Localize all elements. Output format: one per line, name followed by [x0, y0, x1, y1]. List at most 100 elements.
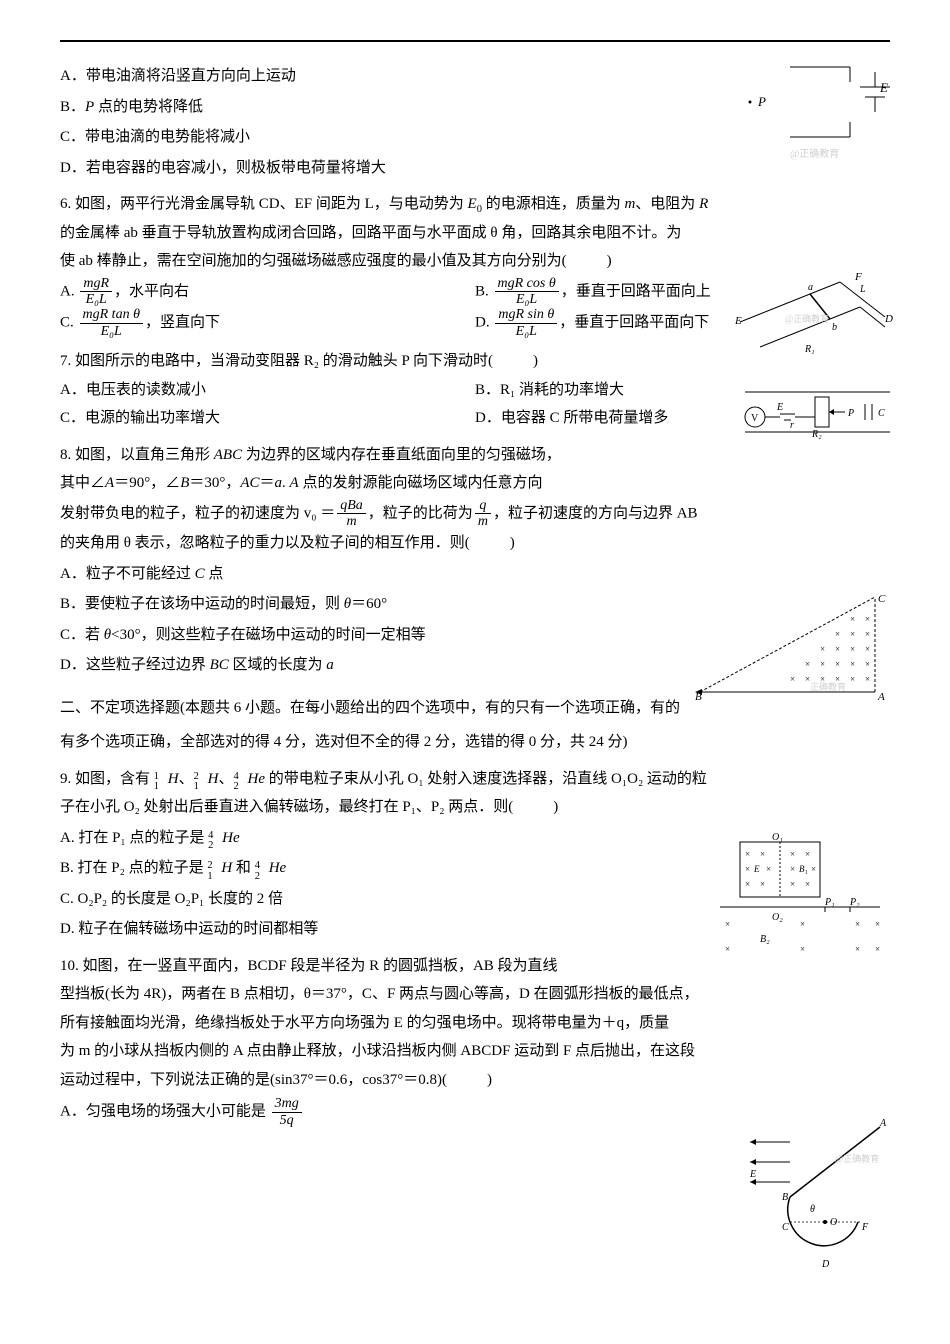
svg-text:×: × [875, 919, 880, 929]
svg-text:×: × [865, 629, 870, 639]
q10-fig-B: B [782, 1192, 788, 1203]
svg-text:×: × [800, 944, 805, 954]
q9-stem-1: 9. 如图，含有 11H、21H、42He 的带电粒子束从小孔 O₁ 处射入速度… [60, 765, 890, 794]
q9-fig-B2: B₂ [760, 934, 770, 945]
svg-text:×: × [790, 674, 795, 684]
svg-text:×: × [850, 614, 855, 624]
svg-text:×: × [855, 944, 860, 954]
q8-stem-2: 其中∠A＝90°，∠B＝30°，AC＝a. A 点的发射源能向磁场区域内任意方向 [60, 469, 890, 498]
q10-fig-A: A [879, 1118, 887, 1129]
q5-fig-E: E [879, 80, 888, 95]
svg-text:×: × [760, 849, 765, 859]
svg-text:×: × [760, 879, 765, 889]
section2-header-2: 有多个选项正确，全部选对的得 4 分，选对但不全的得 2 分，选错的得 0 分，… [60, 728, 890, 757]
q10-stem-3: 所有接触面均光滑，绝缘挡板处于水平方向场强为 E 的匀强电场中。现将带电量为＋q… [60, 1009, 890, 1038]
q8-option-a: A．粒子不可能经过 C 点 [60, 560, 890, 589]
q8-fig-C: C [878, 593, 886, 605]
watermark-q5: @正确教育 [790, 147, 839, 160]
svg-text:×: × [850, 644, 855, 654]
q8-stem-1: 8. 如图，以直角三角形 ABC 为边界的区域内存在垂直纸面向里的匀强磁场， [60, 441, 890, 470]
svg-text:×: × [835, 644, 840, 654]
q10-figure: A B C D F O E θ @正确教育 [740, 1112, 890, 1272]
svg-text:×: × [800, 919, 805, 929]
svg-text:×: × [790, 879, 795, 889]
q8-stem-3: 发射带负电的粒子，粒子的初速度为 v₀ ＝qBam，粒子的比荷为qm，粒子初速度… [60, 498, 890, 530]
q10-fig-O: O [830, 1217, 837, 1228]
svg-text:×: × [745, 849, 750, 859]
q7-fig-r: r [790, 420, 794, 431]
svg-text:×: × [805, 659, 810, 669]
svg-text:×: × [865, 614, 870, 624]
q10-stem-5: 运动过程中，下列说法正确的是(sin37°＝0.6，cos37°＝0.8)() [60, 1066, 890, 1095]
watermark-q8: 正确教育 [810, 681, 846, 692]
q6-fig-L: L [859, 284, 866, 295]
svg-text:×: × [865, 644, 870, 654]
q7-fig-P: P [847, 408, 854, 419]
q7-fig-C: C [878, 408, 885, 419]
q5-figure: P E @正确教育 [690, 52, 890, 162]
svg-text:×: × [766, 864, 771, 874]
q6-stem-1: 6. 如图，两平行光滑金属导轨 CD、EF 间距为 L，与电动势为 E0 的电源… [60, 190, 890, 219]
top-horizontal-rule [60, 40, 890, 42]
svg-text:×: × [835, 659, 840, 669]
svg-text:×: × [865, 659, 870, 669]
svg-text:×: × [745, 879, 750, 889]
svg-text:×: × [865, 674, 870, 684]
q7-fig-R2: R₂ [811, 429, 822, 440]
svg-text:×: × [850, 629, 855, 639]
q8-field-crosses: × × × × × × × × × × × × × × × × × × × × [790, 614, 870, 684]
svg-text:×: × [835, 629, 840, 639]
svg-text:×: × [811, 864, 816, 874]
svg-text:×: × [855, 919, 860, 929]
svg-text:×: × [790, 864, 795, 874]
q10-fig-E: E [749, 1169, 756, 1180]
svg-text:×: × [790, 849, 795, 859]
q6-option-c: C. mgR tan θE₀L，竖直向下 [60, 307, 475, 339]
q9-figure: O₁ ×××× ×E××B₁× ×××× O₂ P₁ P₂ × × × × × … [710, 832, 890, 962]
q9-fig-O2: O₂ [772, 912, 783, 923]
q9-stem-2: 子在小孔 O₂ 处射出后垂直进入偏转磁场，最终打在 P₁、P₂ 两点．则() [60, 793, 890, 822]
q10-fig-D: D [821, 1259, 830, 1270]
q6-fig-D: D [884, 313, 893, 325]
svg-text:×: × [805, 849, 810, 859]
q6-fig-F: F [854, 271, 862, 283]
q8-fig-A: A [877, 691, 885, 702]
watermark-q10: @正确教育 [835, 1153, 879, 1164]
q8-figure: B A C × × × × × × × × × × × × × × × × × [690, 592, 890, 702]
q6-fig-E: E [734, 315, 742, 327]
q7-figure: V E r R₂ P C [740, 382, 900, 442]
svg-text:×: × [805, 879, 810, 889]
page-content: A．带电油滴将沿竖直方向向上运动 B．P 点的电势将降低 C．带电油滴的电势能将… [60, 62, 890, 1128]
q10-stem-2: 型挡板(长为 4R)，两者在 B 点相切，θ＝37°，C、F 两点与圆心等高，D… [60, 980, 890, 1009]
q6-stem-2: 的金属棒 ab 垂直于导轨放置构成闭合回路，回路平面与水平面成 θ 角，回路其余… [60, 219, 890, 248]
q6-fig-a: a [808, 282, 813, 293]
q10-stem-4: 为 m 的小球从挡板内侧的 A 点由静止释放，小球沿挡板内侧 ABCDF 运动到… [60, 1037, 890, 1066]
q9-fig-O1: O₁ [772, 832, 783, 843]
q10-fig-theta: θ [810, 1204, 815, 1215]
q9-fig-B1: B₁ [799, 864, 808, 874]
q7-option-a: A．电压表的读数减小 [60, 376, 475, 405]
svg-text:×: × [875, 944, 880, 954]
q7-option-c: C．电源的输出功率增大 [60, 404, 475, 433]
q6-fig-b: b [832, 322, 837, 333]
watermark-q6: @正确教育 [785, 313, 829, 324]
q7-fig-E: E [776, 402, 783, 413]
svg-text:×: × [820, 644, 825, 654]
q8-stem-4: 的夹角用 θ 表示，忽略粒子的重力以及粒子间的相互作用．则() [60, 529, 890, 558]
q10-fig-C: C [782, 1222, 789, 1233]
q9-fig-P2: P₂ [849, 897, 860, 908]
q8-fig-B: B [695, 691, 702, 702]
svg-text:×: × [850, 674, 855, 684]
q6-fig-R1: R₁ [804, 344, 815, 355]
svg-text:×: × [725, 919, 730, 929]
svg-text:×: × [745, 864, 750, 874]
q10-fig-F: F [861, 1222, 869, 1233]
svg-text:×: × [820, 659, 825, 669]
q9-fig-E: E [753, 864, 760, 874]
svg-text:×: × [725, 944, 730, 954]
q6-option-a: A. mgRE₀L，水平向右 [60, 276, 475, 308]
svg-text:×: × [850, 659, 855, 669]
q6-figure: E F D a b L R₁ @正确教育 [730, 262, 900, 362]
q5-fig-P: P [757, 94, 766, 109]
q9-fig-P1: P₁ [824, 897, 835, 908]
